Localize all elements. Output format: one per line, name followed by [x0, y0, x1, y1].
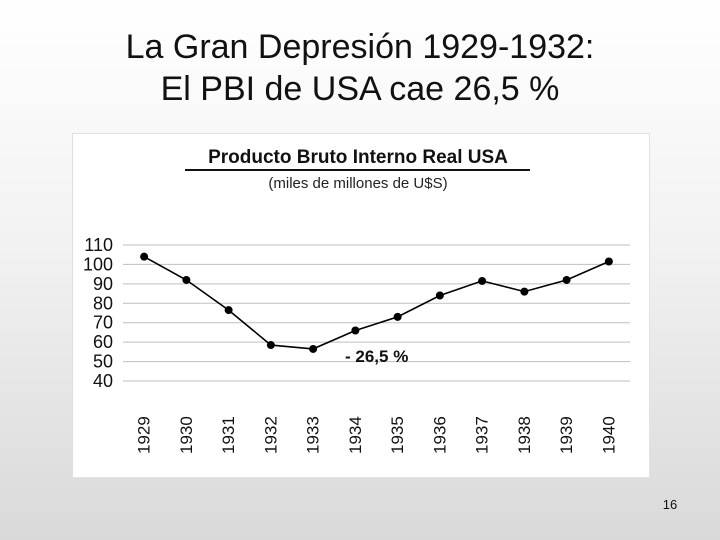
data-point-1930	[182, 275, 191, 284]
slide-title: La Gran Depresión 1929-1932: El PBI de U…	[0, 26, 720, 110]
data-point-1931	[224, 306, 233, 315]
y-tick-label: 80	[93, 293, 113, 313]
series-gdp	[140, 252, 613, 353]
x-tick-label: 1929	[135, 416, 154, 454]
grid-lines	[123, 244, 630, 382]
y-tick-label: 70	[93, 313, 113, 333]
data-point-1936	[435, 291, 444, 300]
y-tick-label: 100	[83, 254, 113, 274]
x-tick-label: 1935	[388, 416, 407, 454]
x-tick-label: 1938	[515, 416, 534, 454]
y-tick-label: 110	[84, 235, 113, 255]
data-point-1938	[520, 287, 529, 296]
data-point-1932	[266, 341, 275, 350]
x-tick-label: 1940	[599, 416, 618, 454]
x-tick-label: 1936	[430, 416, 449, 454]
data-point-1937	[478, 276, 487, 285]
chart-title: Producto Bruto Interno Real USA	[208, 147, 508, 168]
gdp-line-chart: Producto Bruto Interno Real USA (miles d…	[83, 147, 630, 454]
data-point-1935	[393, 312, 402, 321]
y-tick-label: 60	[93, 332, 113, 352]
x-tick-label: 1931	[219, 416, 238, 454]
x-axis-ticks: 1929 1930 1931 1932 1933 1934 1935 1936 1937 1938…	[135, 416, 619, 454]
chart-panel: Producto Bruto Interno Real USA (miles d…	[72, 133, 650, 478]
x-tick-label: 1934	[346, 416, 365, 454]
data-point-1929	[140, 252, 149, 261]
y-tick-label: 40	[93, 371, 113, 391]
data-point-1940	[604, 257, 613, 266]
x-tick-label: 1932	[261, 416, 280, 454]
x-tick-label: 1939	[557, 416, 576, 454]
y-tick-label: 50	[93, 352, 113, 372]
x-tick-label: 1930	[177, 416, 196, 454]
data-point-1933	[309, 344, 318, 353]
decline-annotation: - 26,5 %	[345, 347, 408, 366]
slide-title-line-1: La Gran Depresión 1929-1932:	[125, 28, 595, 66]
series-line	[143, 255, 610, 350]
page-number: 16	[662, 497, 678, 512]
chart-subtitle: (miles de millones de U$S)	[268, 175, 447, 192]
data-point-1934	[351, 326, 360, 335]
y-tick-label: 90	[93, 274, 113, 294]
data-point-1939	[562, 275, 571, 284]
slide-title-line-2: El PBI de USA cae 26,5 %	[160, 70, 560, 108]
x-tick-label: 1933	[304, 416, 323, 454]
x-tick-label: 1937	[473, 416, 492, 454]
